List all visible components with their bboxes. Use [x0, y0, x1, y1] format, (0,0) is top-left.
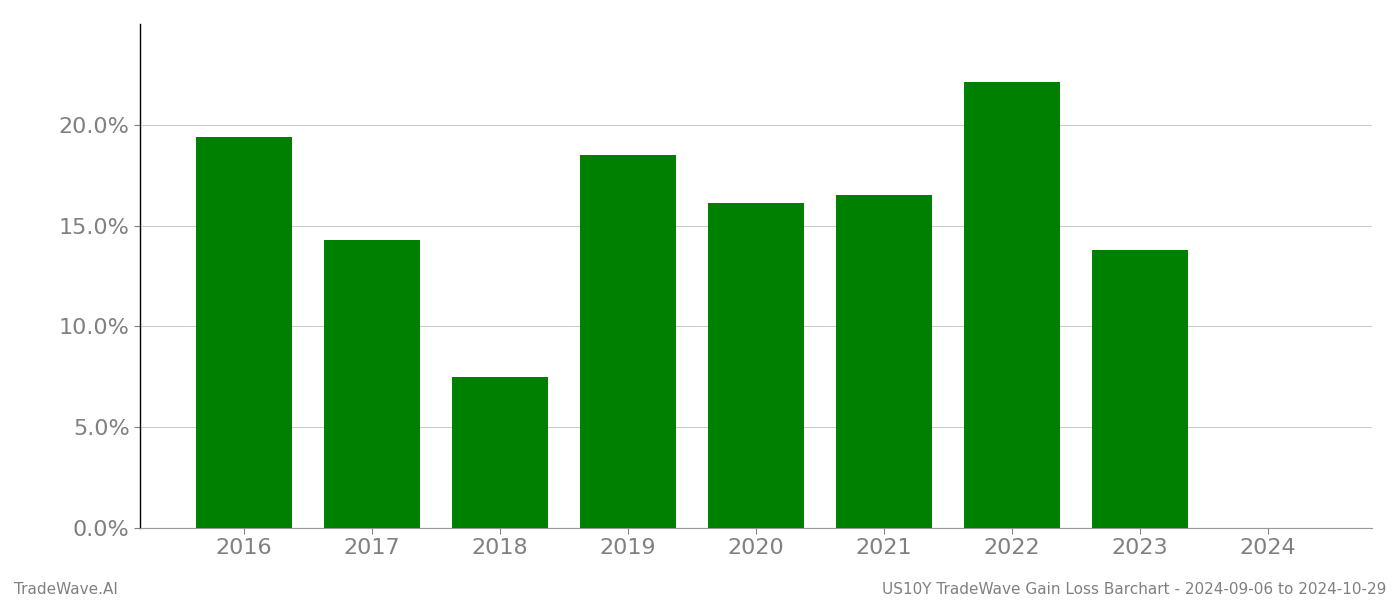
Bar	[452, 377, 547, 528]
Bar	[1092, 250, 1189, 528]
Bar	[196, 137, 293, 528]
Bar	[580, 155, 676, 528]
Bar	[708, 203, 804, 528]
Bar	[965, 82, 1060, 528]
Text: US10Y TradeWave Gain Loss Barchart - 2024-09-06 to 2024-10-29: US10Y TradeWave Gain Loss Barchart - 202…	[882, 582, 1386, 597]
Bar	[836, 196, 932, 528]
Text: TradeWave.AI: TradeWave.AI	[14, 582, 118, 597]
Bar	[323, 240, 420, 528]
